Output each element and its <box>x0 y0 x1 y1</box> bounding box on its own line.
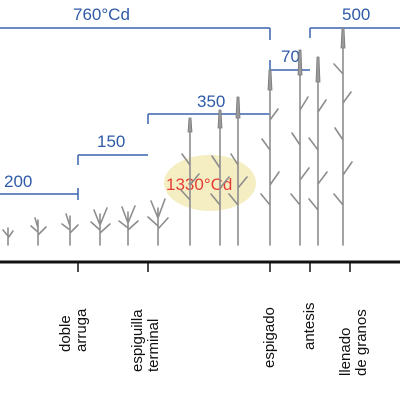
stage-label-double-ridge: doble arruga <box>57 308 90 352</box>
phase-label-right: 500 <box>342 5 370 24</box>
stage-label-terminal-spikelet-line2: terminal <box>145 319 162 372</box>
stage-label-grain-fill-line2: de granos <box>353 309 370 376</box>
plant-illustrations <box>2 27 353 246</box>
stage-label-heading-text: espigado <box>261 307 278 368</box>
stage-label-double-ridge-line1: doble <box>57 315 74 352</box>
highlight-label: 1330°Cd <box>166 175 232 194</box>
phase-bracket-spikelet: 150 <box>77 132 148 165</box>
timeline-ticks <box>77 262 351 272</box>
stage-label-terminal-spikelet: espiguilla terminal <box>129 309 162 372</box>
phase-label-total: 760°Cd <box>73 5 130 24</box>
phase-bracket-boot: 70 <box>269 47 310 80</box>
stage-label-anthesis-text: antesis <box>301 302 318 350</box>
phase-bracket-early: 200 <box>0 172 79 200</box>
phase-label-elongation: 350 <box>197 92 225 111</box>
stage-label-terminal-spikelet-line1: espiguilla <box>129 309 146 372</box>
phase-bracket-right: 500 <box>309 5 400 38</box>
phase-label-boot: 70 <box>281 47 300 66</box>
phase-label-early: 200 <box>4 172 32 191</box>
phase-label-spikelet: 150 <box>97 132 125 151</box>
stage-label-heading: espigado <box>261 307 278 368</box>
phase-bracket-elongation: 350 <box>147 92 270 124</box>
phase-bracket-total: 760°Cd <box>0 5 271 40</box>
stage-label-grain-fill: llenado de granos <box>337 309 370 376</box>
stage-label-anthesis: antesis <box>301 302 318 350</box>
stage-label-double-ridge-line2: arruga <box>73 308 90 352</box>
stage-label-grain-fill-line1: llenado <box>337 328 354 376</box>
